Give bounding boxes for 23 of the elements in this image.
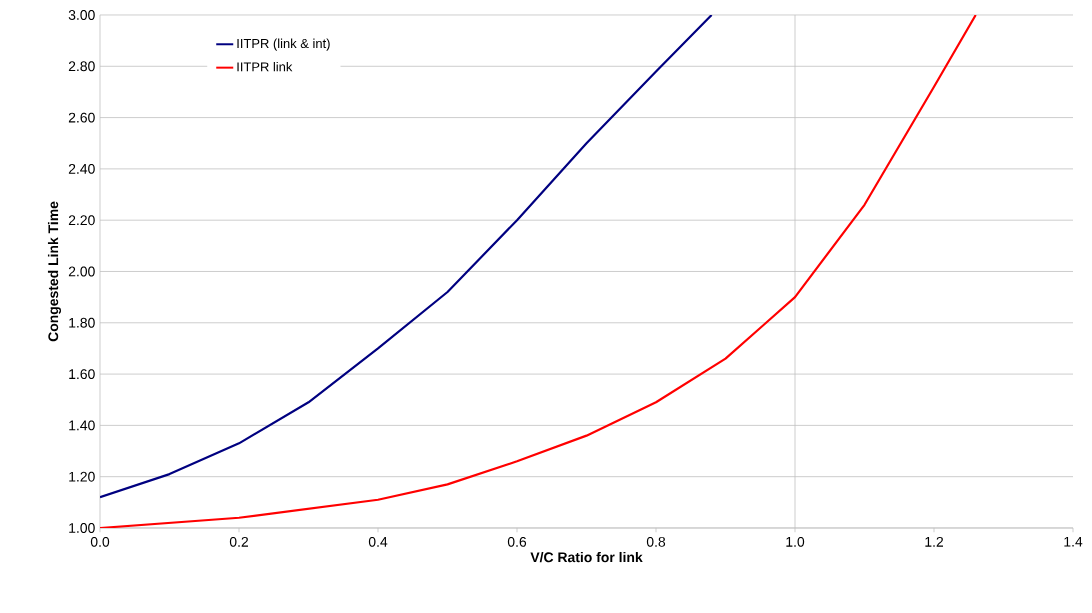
x-tick-label: 0.0 <box>90 536 110 547</box>
x-tick-label: 1.0 <box>786 536 805 547</box>
x-tick-label: 0.8 <box>646 536 666 547</box>
y-tick-label: 2.00 <box>68 266 95 277</box>
y-tick-label: 1.20 <box>69 471 95 482</box>
x-axis-title: V/C Ratio for link <box>530 551 643 563</box>
x-tick-label: 1.4 <box>1064 536 1083 547</box>
y-tick-label: 2.80 <box>68 61 95 72</box>
y-axis-title: Congested Link Time <box>47 201 62 342</box>
y-tick-label: 2.40 <box>68 163 95 174</box>
legend-label: IITPR (link & int) <box>237 38 330 51</box>
y-tick-label: 1.80 <box>69 317 95 328</box>
legend-label: IITPR link <box>237 61 293 72</box>
y-tick-label: 3.00 <box>68 10 95 20</box>
x-tick-label: 1.2 <box>925 536 944 547</box>
y-tick-label: 2.60 <box>68 112 95 123</box>
y-tick-label: 1.60 <box>69 369 95 380</box>
x-tick-label: 0.6 <box>507 536 527 547</box>
y-tick-label: 2.20 <box>68 215 95 226</box>
y-tick-label: 1.00 <box>69 523 95 533</box>
x-tick-label: 0.4 <box>368 536 388 547</box>
y-tick-label: 1.40 <box>69 420 95 431</box>
x-tick-label: 0.2 <box>229 536 249 547</box>
